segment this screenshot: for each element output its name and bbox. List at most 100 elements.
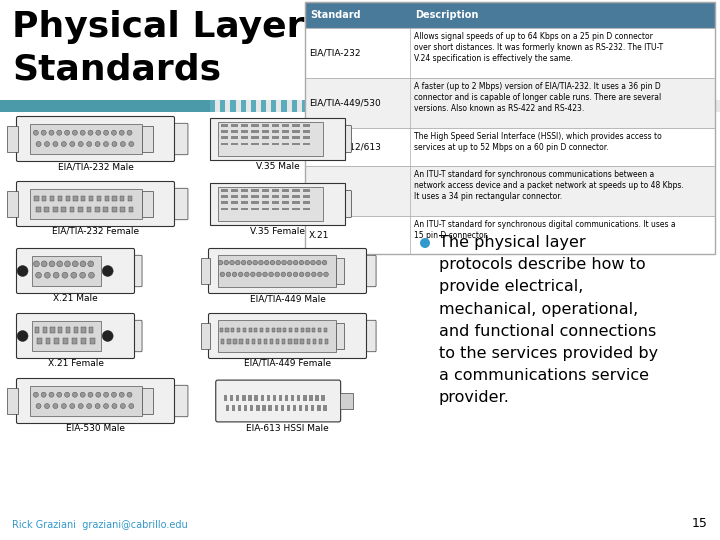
- Circle shape: [299, 260, 304, 265]
- Circle shape: [36, 141, 41, 146]
- Bar: [302, 201, 310, 204]
- Circle shape: [41, 130, 46, 135]
- Bar: [373, 100, 378, 112]
- Bar: [328, 100, 333, 112]
- Bar: [439, 100, 445, 112]
- Bar: [294, 339, 297, 344]
- Bar: [684, 100, 690, 112]
- Bar: [505, 100, 511, 112]
- Text: EIA-613 HSSI Male: EIA-613 HSSI Male: [246, 424, 329, 433]
- Bar: [202, 258, 210, 285]
- Circle shape: [70, 141, 75, 146]
- Bar: [112, 195, 117, 201]
- Bar: [262, 207, 269, 210]
- Circle shape: [102, 266, 113, 276]
- Text: EIA/TIA-449 Male: EIA/TIA-449 Male: [250, 294, 325, 303]
- Bar: [240, 100, 246, 112]
- Text: Allows signal speeds of up to 64 Kbps on a 25 pin D connector
over short distanc: Allows signal speeds of up to 64 Kbps on…: [414, 32, 663, 63]
- Bar: [536, 100, 541, 112]
- Bar: [654, 100, 659, 112]
- Bar: [288, 339, 292, 344]
- Bar: [319, 339, 322, 344]
- Text: EIA-530 Male: EIA-530 Male: [66, 424, 125, 433]
- Bar: [695, 100, 700, 112]
- Circle shape: [61, 141, 66, 146]
- Bar: [231, 130, 238, 133]
- Circle shape: [33, 130, 38, 135]
- Text: Description: Description: [415, 10, 478, 20]
- Bar: [251, 207, 258, 210]
- Bar: [37, 339, 42, 345]
- Bar: [710, 100, 715, 112]
- Bar: [256, 100, 261, 112]
- Circle shape: [127, 130, 132, 135]
- Text: V.35: V.35: [309, 186, 328, 195]
- Circle shape: [264, 260, 269, 265]
- Bar: [241, 190, 248, 192]
- FancyBboxPatch shape: [114, 320, 142, 352]
- Circle shape: [88, 261, 94, 267]
- Bar: [598, 100, 603, 112]
- Bar: [45, 207, 49, 212]
- Bar: [120, 195, 125, 201]
- Bar: [42, 327, 47, 333]
- Bar: [7, 388, 18, 414]
- Circle shape: [104, 392, 109, 397]
- Bar: [577, 100, 582, 112]
- Bar: [287, 100, 292, 112]
- Circle shape: [318, 272, 323, 276]
- Bar: [465, 100, 470, 112]
- Bar: [608, 100, 613, 112]
- Bar: [613, 100, 618, 112]
- Bar: [225, 328, 228, 332]
- Circle shape: [57, 392, 62, 397]
- Bar: [293, 405, 296, 411]
- Circle shape: [129, 141, 134, 146]
- Circle shape: [102, 330, 113, 341]
- Bar: [266, 328, 269, 332]
- Bar: [242, 395, 246, 401]
- Bar: [66, 327, 70, 333]
- FancyBboxPatch shape: [152, 123, 188, 154]
- Bar: [445, 100, 450, 112]
- Bar: [302, 190, 310, 192]
- FancyBboxPatch shape: [17, 379, 174, 423]
- Bar: [618, 100, 623, 112]
- Bar: [282, 207, 289, 210]
- Bar: [305, 216, 715, 254]
- Bar: [215, 100, 220, 112]
- Bar: [340, 393, 353, 409]
- Circle shape: [72, 261, 78, 267]
- Text: Rick Graziani  graziani@cabrillo.edu: Rick Graziani graziani@cabrillo.edu: [12, 520, 188, 530]
- Bar: [142, 191, 153, 217]
- Bar: [715, 100, 720, 112]
- Circle shape: [120, 141, 125, 146]
- Circle shape: [17, 266, 28, 276]
- Bar: [30, 386, 142, 416]
- Bar: [343, 100, 348, 112]
- Circle shape: [80, 261, 86, 267]
- Bar: [282, 124, 289, 127]
- Bar: [628, 100, 634, 112]
- Circle shape: [235, 260, 240, 265]
- Bar: [285, 395, 288, 401]
- Circle shape: [86, 141, 91, 146]
- Bar: [63, 339, 68, 345]
- Bar: [644, 100, 649, 112]
- Bar: [383, 100, 389, 112]
- Bar: [241, 130, 248, 133]
- Circle shape: [65, 130, 70, 135]
- Text: An ITU-T standard for synchronous communications between a
network access device: An ITU-T standard for synchronous commun…: [414, 170, 684, 201]
- Circle shape: [78, 403, 84, 409]
- Bar: [306, 328, 310, 332]
- Circle shape: [258, 260, 264, 265]
- Bar: [336, 258, 344, 285]
- Bar: [272, 137, 279, 139]
- Bar: [305, 405, 308, 411]
- Bar: [475, 100, 480, 112]
- FancyBboxPatch shape: [17, 248, 135, 294]
- Text: The High Speed Serial Interface (HSSI), which provides access to
services at up : The High Speed Serial Interface (HSSI), …: [414, 132, 662, 152]
- Bar: [241, 195, 248, 198]
- Bar: [217, 320, 336, 352]
- Bar: [292, 195, 300, 198]
